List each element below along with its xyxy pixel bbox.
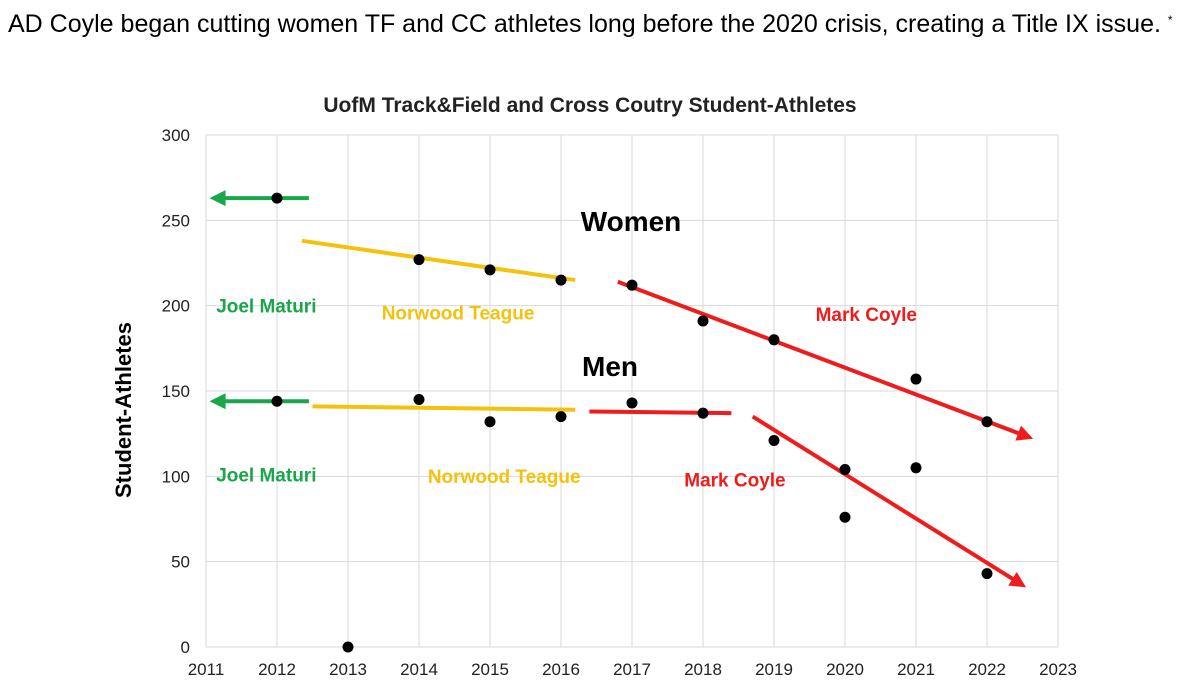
y-tick-label: 200 (162, 297, 190, 316)
x-tick-label: 2015 (471, 660, 509, 679)
women-data-point (697, 315, 709, 327)
men-data-point (839, 511, 851, 523)
women-data-point (271, 192, 283, 204)
x-tick-label: 2019 (755, 660, 793, 679)
trend-line-men-6 (751, 414, 1027, 588)
trend-line-men-3 (209, 393, 309, 410)
x-tick-label: 2021 (897, 660, 935, 679)
x-tick-label: 2023 (1039, 660, 1077, 679)
era-label: Joel Maturi (216, 296, 316, 317)
women-data-point (768, 334, 780, 346)
y-tick-label: 0 (181, 638, 190, 657)
y-tick-label: 150 (162, 382, 190, 401)
men-group-label: Men (582, 351, 638, 382)
footnote-marker: * (1167, 13, 1173, 27)
era-label: Norwood Teague (382, 303, 535, 324)
y-tick-label: 100 (162, 467, 190, 486)
data-points (271, 192, 993, 653)
trend-segment (312, 404, 576, 412)
chart-caption: AD Coyle began cutting women TF and CC a… (8, 6, 1188, 42)
trend-segment (617, 279, 1021, 436)
trend-line-men-4 (312, 404, 576, 412)
men-data-point (413, 394, 425, 406)
men-data-point (555, 411, 567, 423)
chart-title: UofM Track&Field and Cross Coutry Studen… (323, 94, 856, 117)
women-data-point (484, 264, 496, 276)
y-tick-label: 50 (171, 553, 190, 572)
men-data-point (910, 462, 922, 474)
men-data-point (626, 397, 638, 409)
y-tick-label: 300 (162, 126, 190, 145)
era-annotations: Joel Maturi Norwood Teague Mark Coyle Joel … (216, 296, 917, 491)
men-data-point (342, 641, 354, 653)
y-tick-label: 250 (162, 211, 190, 230)
x-tick-label: 2012 (258, 660, 296, 679)
women-data-point (910, 373, 922, 385)
men-data-point (981, 568, 993, 580)
x-tick-label: 2017 (613, 660, 651, 679)
era-label: Mark Coyle (684, 471, 785, 492)
era-label: Joel Maturi (216, 465, 316, 486)
x-tick-label: 2011 (188, 660, 225, 679)
women-data-point (626, 279, 638, 291)
arrow-head (209, 190, 226, 207)
men-data-point (484, 416, 496, 428)
x-tick-label: 2014 (400, 660, 438, 679)
x-tick-label: 2022 (968, 660, 1006, 679)
x-tick-label: 2020 (826, 660, 864, 679)
era-label: Norwood Teague (428, 467, 581, 488)
caption-text: AD Coyle began cutting women TF and CC a… (8, 10, 1161, 38)
trend-segment (751, 414, 1016, 582)
trend-lines (209, 190, 1034, 588)
axis-ticks: 2011 2012 2013 2014 2015 2016 2017 2018 2019 2020… (162, 126, 1077, 679)
era-label: Mark Coyle (816, 305, 917, 326)
women-data-point (413, 254, 425, 266)
trend-line-women-0 (209, 190, 309, 207)
x-tick-label: 2016 (542, 660, 580, 679)
trend-line-women-2 (617, 279, 1034, 441)
y-axis-label: Student-Athletes (111, 322, 136, 498)
women-data-point (555, 274, 567, 286)
x-tick-label: 2013 (329, 660, 367, 679)
men-data-point (768, 434, 780, 446)
men-data-point (697, 407, 709, 419)
trend-line-women-1 (301, 238, 576, 283)
arrow-head (1008, 572, 1027, 588)
women-data-point (981, 416, 993, 428)
arrow-head (209, 393, 226, 410)
x-tick-label: 2018 (684, 660, 722, 679)
trend-segment (301, 238, 576, 283)
women-group-label: Women (581, 206, 682, 237)
trend-line-men-5 (589, 409, 732, 416)
men-data-point (271, 395, 283, 407)
grid (205, 134, 1059, 648)
arrow-head (1015, 425, 1034, 441)
men-data-point (839, 464, 851, 476)
trend-segment (589, 409, 732, 416)
